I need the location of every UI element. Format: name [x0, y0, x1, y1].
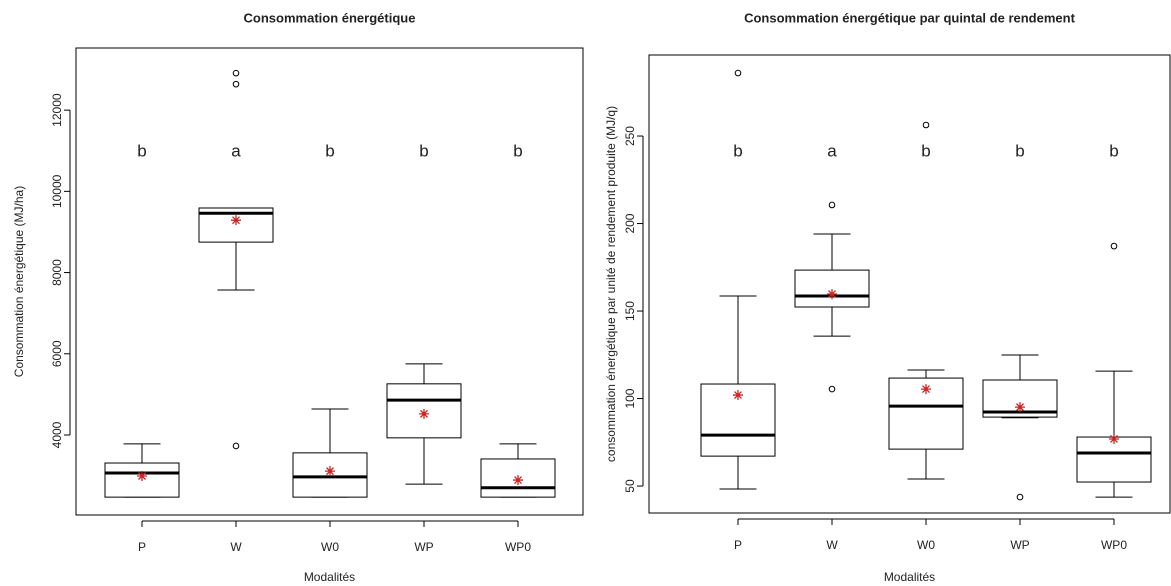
y-tick-label: 150: [623, 301, 637, 321]
y-tick-label: 100: [623, 388, 637, 408]
chart-title: Consommation énergétique par quintal de …: [744, 10, 1075, 25]
plot-frame: [75, 47, 584, 516]
y-tick-label: 10000: [50, 174, 64, 208]
mean-marker: [419, 408, 429, 419]
mean-marker: [827, 289, 837, 300]
x-tick-label: WP0: [1101, 538, 1127, 552]
x-tick-label: WP0: [505, 540, 531, 554]
group-letter: b: [325, 141, 334, 160]
outlier: [828, 201, 836, 209]
y-tick-label: 8000: [50, 259, 64, 286]
group-letter: b: [1109, 141, 1118, 160]
mean-marker: [1109, 433, 1119, 444]
plot-frame: [648, 54, 1171, 514]
outlier: [232, 80, 240, 88]
chart-title: Consommation énergétique: [244, 10, 416, 25]
y-tick-label: 250: [623, 126, 637, 146]
x-axis-label: Modalités: [304, 570, 355, 584]
x-tick-label: WP: [414, 540, 433, 554]
box: [700, 383, 776, 457]
x-tick-label: P: [734, 538, 742, 552]
mean-marker: [513, 475, 523, 486]
x-tick-label: W0: [917, 538, 935, 552]
group-letter: a: [827, 141, 837, 160]
mean-marker: [325, 466, 335, 477]
y-tick-label: 4000: [50, 421, 64, 448]
group-letter: b: [137, 141, 146, 160]
x-tick-label: WP: [1010, 538, 1029, 552]
group-letter: b: [921, 141, 930, 160]
y-tick-label: 12000: [50, 93, 64, 127]
y-axis-label: consommation énergétique par unité de re…: [604, 106, 618, 462]
outlier: [232, 69, 240, 77]
group-letter: a: [231, 141, 241, 160]
mean-marker: [733, 390, 743, 401]
box: [794, 269, 870, 308]
y-tick-label: 6000: [50, 340, 64, 367]
y-tick-label: 200: [623, 213, 637, 233]
outlier: [1110, 242, 1118, 250]
outlier: [1016, 493, 1024, 501]
group-letter: b: [513, 141, 522, 160]
mean-marker: [1015, 402, 1025, 413]
mean-marker: [231, 215, 241, 226]
x-tick-label: W0: [321, 540, 339, 554]
mean-marker: [137, 471, 147, 482]
outlier: [232, 442, 240, 450]
y-tick-label: 50: [623, 479, 637, 493]
outlier: [922, 121, 930, 129]
group-letter: b: [419, 141, 428, 160]
group-letter: b: [1015, 141, 1024, 160]
group-letter: b: [733, 141, 742, 160]
outlier: [828, 385, 836, 393]
x-tick-label: W: [826, 538, 838, 552]
x-tick-label: P: [138, 540, 146, 554]
y-axis-label: Consommation énergétique (MJ/ha): [12, 186, 26, 377]
outlier: [734, 69, 742, 77]
box: [1076, 436, 1152, 483]
x-axis-label: Modalités: [884, 570, 935, 584]
x-tick-label: W: [230, 540, 242, 554]
mean-marker: [921, 384, 931, 395]
